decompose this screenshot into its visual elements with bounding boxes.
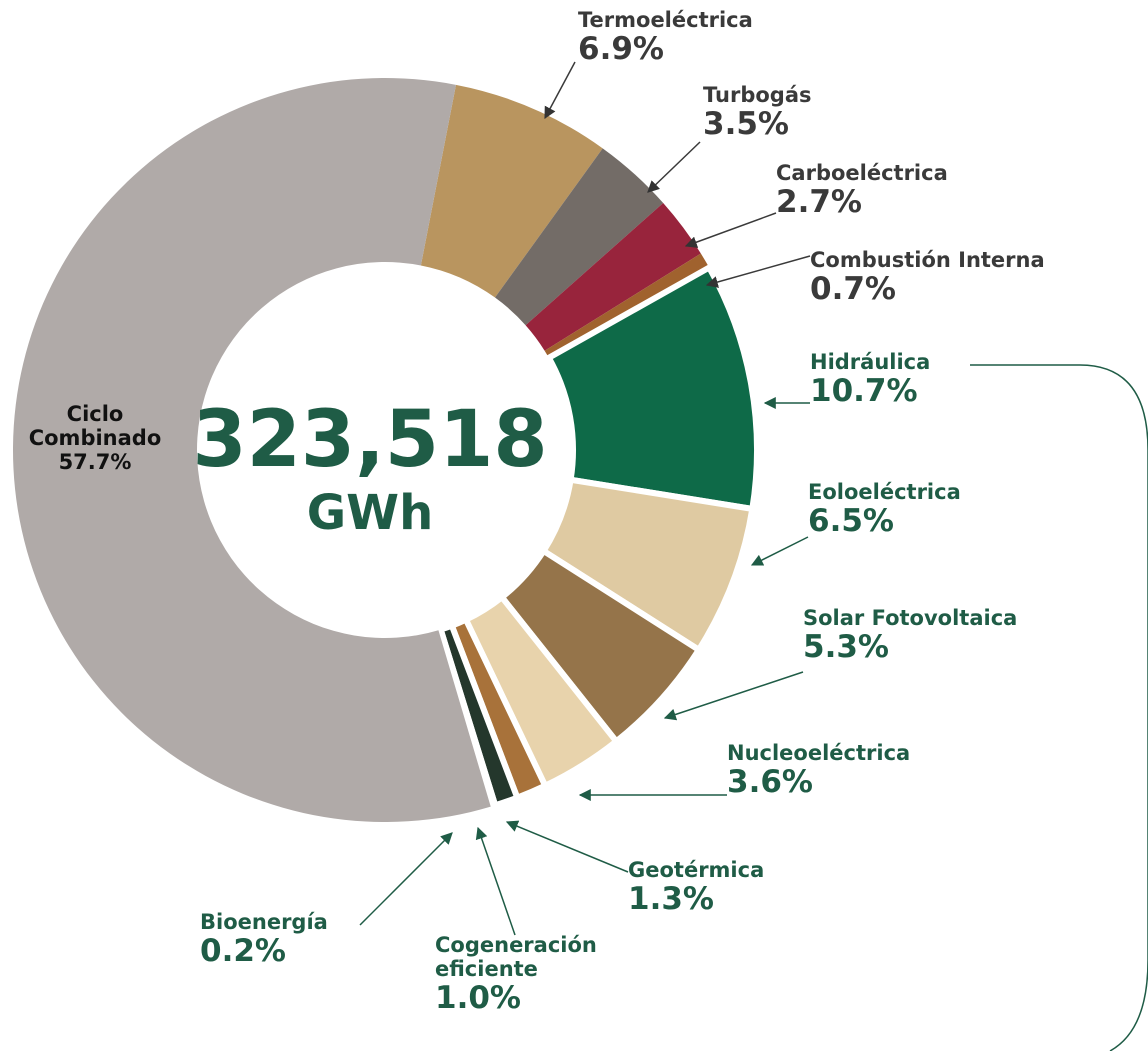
value-label: 2.7% — [776, 184, 862, 221]
value-label: 3.5% — [703, 106, 789, 143]
donut-segment — [12, 77, 491, 822]
donut-segment — [420, 84, 603, 298]
category-name: Geotérmica — [628, 858, 765, 882]
category-name: Combustión Interna — [810, 248, 1045, 272]
leader-line — [359, 832, 453, 926]
segment-label: Carboeléctrica 2.7% — [776, 161, 1036, 221]
segment-label: Eoloeléctrica 6.5% — [808, 480, 1058, 540]
donut-segment — [434, 625, 499, 811]
segment-label: Turbogás 3.5% — [703, 83, 903, 143]
value-label: 6.9% — [578, 31, 664, 68]
segment-label: Geotérmica 1.3% — [628, 858, 828, 918]
value-label: 1.0% — [435, 980, 521, 1017]
leader-line — [705, 255, 811, 288]
category-name: Termoeléctrica — [578, 8, 753, 32]
center-unit: GWh — [306, 485, 434, 541]
value-label: 57.7% — [58, 450, 132, 475]
leader-line — [647, 141, 701, 193]
segment-label: Hidráulica 10.7% — [810, 350, 1010, 410]
value-label: 3.6% — [727, 764, 813, 801]
category-name: Solar Fotovoltaica — [803, 606, 1018, 630]
segment-label: Ciclo Combinado 57.7% — [10, 402, 180, 474]
segment-label: Combustión Interna 0.7% — [810, 248, 1110, 308]
value-label: 1.3% — [628, 881, 714, 918]
category-name: Nucleoeléctrica — [727, 741, 911, 765]
donut-segment — [495, 148, 664, 326]
decorative-bracket — [970, 364, 1148, 1051]
value-label: 10.7% — [810, 373, 918, 410]
value-label: 6.5% — [808, 503, 894, 540]
value-label: 5.3% — [803, 629, 889, 666]
donut-segment — [525, 203, 701, 351]
leader-line — [750, 536, 809, 566]
segment-label: Nucleoeléctrica 3.6% — [727, 741, 987, 801]
leader-line — [544, 61, 576, 120]
category-name: Ciclo Combinado — [28, 402, 162, 451]
category-name: Turbogás — [703, 83, 812, 107]
donut-segment — [544, 253, 710, 358]
value-label: 0.2% — [200, 933, 286, 970]
segment-label: Solar Fotovoltaica 5.3% — [803, 606, 1123, 666]
center-label: 323,518 GWh — [185, 395, 555, 541]
center-value: 323,518 — [192, 395, 548, 485]
category-name: Bioenergía — [200, 910, 328, 934]
segment-label: Termoeléctrica 6.9% — [578, 8, 838, 68]
category-name: Eoloeléctrica — [808, 480, 961, 504]
category-name: Cogeneración eficiente — [435, 933, 597, 982]
segment-label: Bioenergía 0.2% — [200, 910, 400, 970]
category-name: Carboeléctrica — [776, 161, 948, 185]
value-label: 0.7% — [810, 271, 896, 308]
leader-line — [684, 212, 777, 248]
category-name: Hidráulica — [810, 350, 931, 374]
segment-label: Cogeneración eficiente 1.0% — [435, 933, 615, 1017]
leader-line — [505, 820, 629, 873]
leader-line — [663, 671, 804, 721]
leader-line — [475, 826, 516, 936]
